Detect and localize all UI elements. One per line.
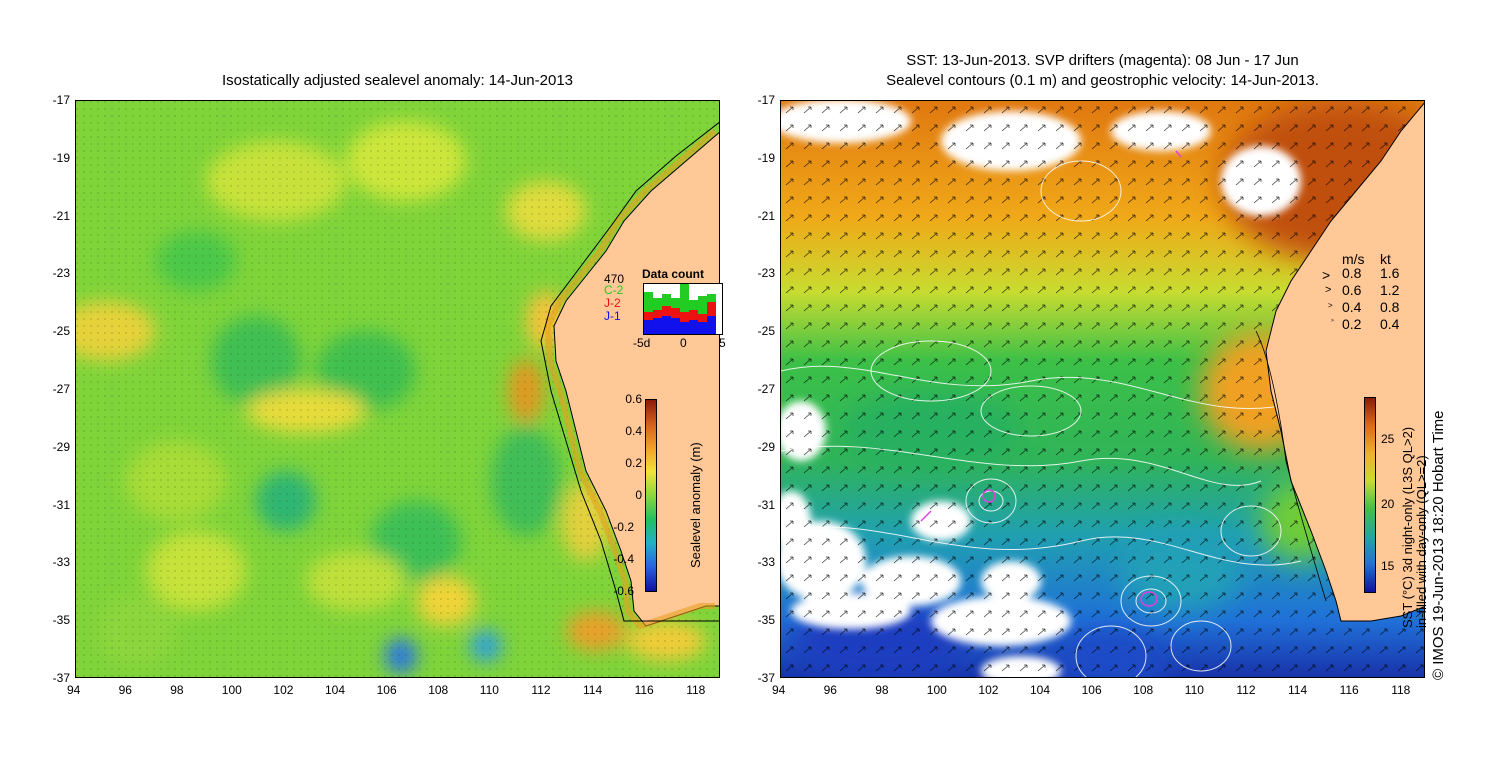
right-sst-map bbox=[780, 100, 1425, 678]
left-xtick: 114 bbox=[583, 683, 603, 697]
inset-xtick-0: 0 bbox=[680, 336, 687, 350]
left-colorbar-tick: 0.2 bbox=[625, 456, 642, 470]
right-ytick: -21 bbox=[757, 208, 775, 223]
inset-xtick-neg5: -5d bbox=[633, 336, 651, 350]
left-xtick: 94 bbox=[67, 683, 81, 697]
left-xtick: 96 bbox=[118, 683, 132, 697]
left-ytick: -27 bbox=[52, 382, 70, 396]
left-ytick: -25 bbox=[52, 324, 70, 339]
left-ytick: -17 bbox=[52, 93, 70, 107]
speed-legend-ms-value: 0.2 bbox=[1342, 316, 1362, 332]
right-xtick: 102 bbox=[978, 683, 999, 697]
left-colorbar-tick: -0.6 bbox=[613, 584, 634, 598]
right-xtick: 104 bbox=[1030, 683, 1051, 697]
inset-xtick-5: 5 bbox=[719, 336, 726, 350]
left-colorbar-tick: 0 bbox=[635, 488, 642, 502]
right-ytick: -27 bbox=[757, 382, 775, 396]
right-ytick: -25 bbox=[757, 324, 775, 339]
speed-legend-kt-value: 1.6 bbox=[1380, 265, 1400, 281]
left-colorbar-label: Sealevel anomaly (m) bbox=[688, 442, 703, 568]
right-ytick: -33 bbox=[757, 555, 775, 570]
credit-text: © IMOS 19-Jun-2013 18:20 Hobart Time bbox=[1430, 410, 1447, 680]
left-ytick: -33 bbox=[52, 555, 70, 570]
inset-title: Data count bbox=[642, 267, 705, 281]
left-ytick: -37 bbox=[52, 671, 70, 685]
speed-legend-kt-value: 0.8 bbox=[1380, 299, 1400, 315]
inset-data-count-bars bbox=[643, 283, 723, 335]
right-xtick: 118 bbox=[1391, 683, 1411, 697]
right-ytick: -29 bbox=[757, 439, 775, 454]
right-xtick: 112 bbox=[1236, 683, 1256, 697]
left-xtick: 106 bbox=[376, 683, 397, 697]
speed-legend-kt-value: 0.4 bbox=[1380, 316, 1400, 332]
speed-legend-arrow-icon: > bbox=[1325, 284, 1332, 296]
left-xtick: 100 bbox=[221, 683, 242, 697]
left-xtick: 108 bbox=[428, 683, 449, 697]
right-xtick: 108 bbox=[1133, 683, 1154, 697]
right-colorbar-label-line1: SST (°C) 3d night-only (L3S QL>2) bbox=[1400, 426, 1415, 628]
left-colorbar bbox=[645, 399, 657, 592]
right-xtick: 106 bbox=[1081, 683, 1102, 697]
right-ytick: -17 bbox=[757, 93, 775, 107]
speed-legend-kt-value: 1.2 bbox=[1380, 282, 1400, 298]
inset-total-count: 470 bbox=[604, 272, 625, 286]
right-colorbar-tick: 15 bbox=[1381, 559, 1395, 573]
inset-legend-j1: J-1 bbox=[604, 309, 621, 323]
inset-legend-j2: J-2 bbox=[604, 296, 621, 310]
right-ytick: -23 bbox=[757, 266, 775, 281]
left-sealevel-map bbox=[75, 100, 720, 678]
speed-legend-ms-value: 0.4 bbox=[1342, 299, 1362, 315]
left-xtick: 102 bbox=[273, 683, 294, 697]
right-xtick: 98 bbox=[875, 683, 889, 697]
right-ytick: -37 bbox=[757, 671, 775, 685]
left-xtick: 110 bbox=[479, 683, 499, 697]
right-ytick: -19 bbox=[757, 150, 775, 165]
left-colorbar-tick: -0.2 bbox=[613, 520, 634, 534]
speed-legend-ms-value: 0.8 bbox=[1342, 265, 1362, 281]
left-ytick: -35 bbox=[52, 613, 70, 628]
left-ytick: -31 bbox=[52, 497, 70, 512]
right-xtick: 100 bbox=[926, 683, 947, 697]
right-xtick: 110 bbox=[1184, 683, 1204, 697]
left-xtick: 118 bbox=[686, 683, 706, 697]
left-xtick: 98 bbox=[170, 683, 184, 697]
right-colorbar-tick: 20 bbox=[1381, 497, 1395, 511]
left-colorbar-tick: 0.6 bbox=[625, 392, 642, 406]
speed-legend-header-ms: m/s bbox=[1342, 251, 1365, 267]
left-xtick: 112 bbox=[531, 683, 551, 697]
left-ytick: -23 bbox=[52, 266, 70, 281]
speed-legend-header-kt: kt bbox=[1380, 251, 1391, 267]
right-map-title-line1: SST: 13-Jun-2013. SVP drifters (magenta)… bbox=[906, 52, 1299, 69]
left-ytick: -21 bbox=[52, 208, 70, 223]
speed-legend-arrow-icon: > bbox=[1328, 301, 1333, 310]
speed-legend-arrow-icon: > bbox=[1331, 318, 1334, 324]
right-xtick: 94 bbox=[772, 683, 786, 697]
right-colorbar bbox=[1364, 397, 1376, 593]
right-xtick: 116 bbox=[1339, 683, 1359, 697]
left-colorbar-tick: 0.4 bbox=[625, 424, 642, 438]
right-map-title-line2: Sealevel contours (0.1 m) and geostrophi… bbox=[886, 72, 1319, 89]
left-colorbar-tick: -0.4 bbox=[613, 552, 634, 566]
speed-legend-ms-value: 0.6 bbox=[1342, 282, 1362, 298]
left-ytick: -19 bbox=[52, 150, 70, 165]
left-xtick: 104 bbox=[325, 683, 346, 697]
right-colorbar-label-line2: in-filled with day-only (QL>=2) bbox=[1414, 455, 1429, 628]
inset-legend-c2: C-2 bbox=[604, 283, 624, 297]
left-xtick: 116 bbox=[634, 683, 654, 697]
left-ytick: -29 bbox=[52, 439, 70, 454]
right-xtick: 96 bbox=[823, 683, 837, 697]
right-ytick: -35 bbox=[757, 613, 775, 628]
speed-legend-arrow-icon: > bbox=[1322, 267, 1331, 283]
right-colorbar-tick: 25 bbox=[1381, 432, 1395, 446]
right-xtick: 114 bbox=[1288, 683, 1308, 697]
left-map-title: Isostatically adjusted sealevel anomaly:… bbox=[221, 72, 574, 89]
right-ytick: -31 bbox=[757, 497, 775, 512]
